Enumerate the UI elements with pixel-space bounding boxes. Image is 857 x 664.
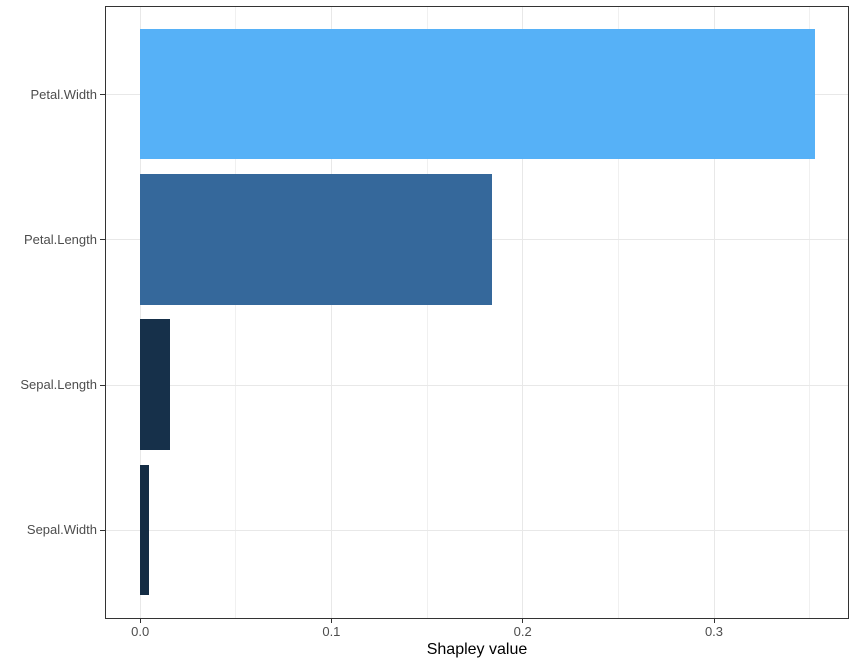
x-axis-tick-label: 0.1 [322, 624, 341, 639]
y-axis-label: Sepal.Length [20, 377, 97, 393]
bar-sepal-width [139, 464, 150, 596]
gridline-x-minor [617, 7, 619, 618]
y-axis-label: Petal.Width [30, 86, 97, 102]
plot-panel [105, 6, 849, 619]
y-axis-tick [100, 529, 105, 531]
gridline-y-major [106, 384, 848, 386]
gridline-x-major [330, 7, 332, 618]
gridline-x-minor [809, 7, 811, 618]
x-axis-tick-label: 0.3 [704, 624, 724, 639]
gridline-x-minor [426, 7, 428, 618]
gridline-x-minor [235, 7, 237, 618]
gridline-x-major [713, 7, 715, 618]
y-axis-tick [100, 94, 105, 96]
y-axis-label: Sepal.Width [26, 522, 97, 538]
x-axis-tick [330, 619, 332, 623]
y-axis-tick [100, 239, 105, 241]
x-axis-tick [139, 619, 141, 623]
y-axis-tick [100, 384, 105, 386]
x-axis-tick [522, 619, 524, 623]
bar-petal-length [139, 174, 492, 305]
x-axis-title: Shapley value [426, 641, 528, 658]
x-axis-tick [713, 619, 715, 623]
gridline-x-major [522, 7, 524, 618]
bar-sepal-length [139, 319, 171, 450]
x-axis-tick-label: 0.0 [131, 624, 150, 639]
gridline-y-major [106, 529, 848, 531]
y-axis-label: Petal.Length [23, 231, 97, 247]
x-axis-tick-label: 0.2 [513, 624, 532, 639]
gridline-x-major [139, 7, 141, 618]
bar-petal-width [139, 28, 815, 160]
